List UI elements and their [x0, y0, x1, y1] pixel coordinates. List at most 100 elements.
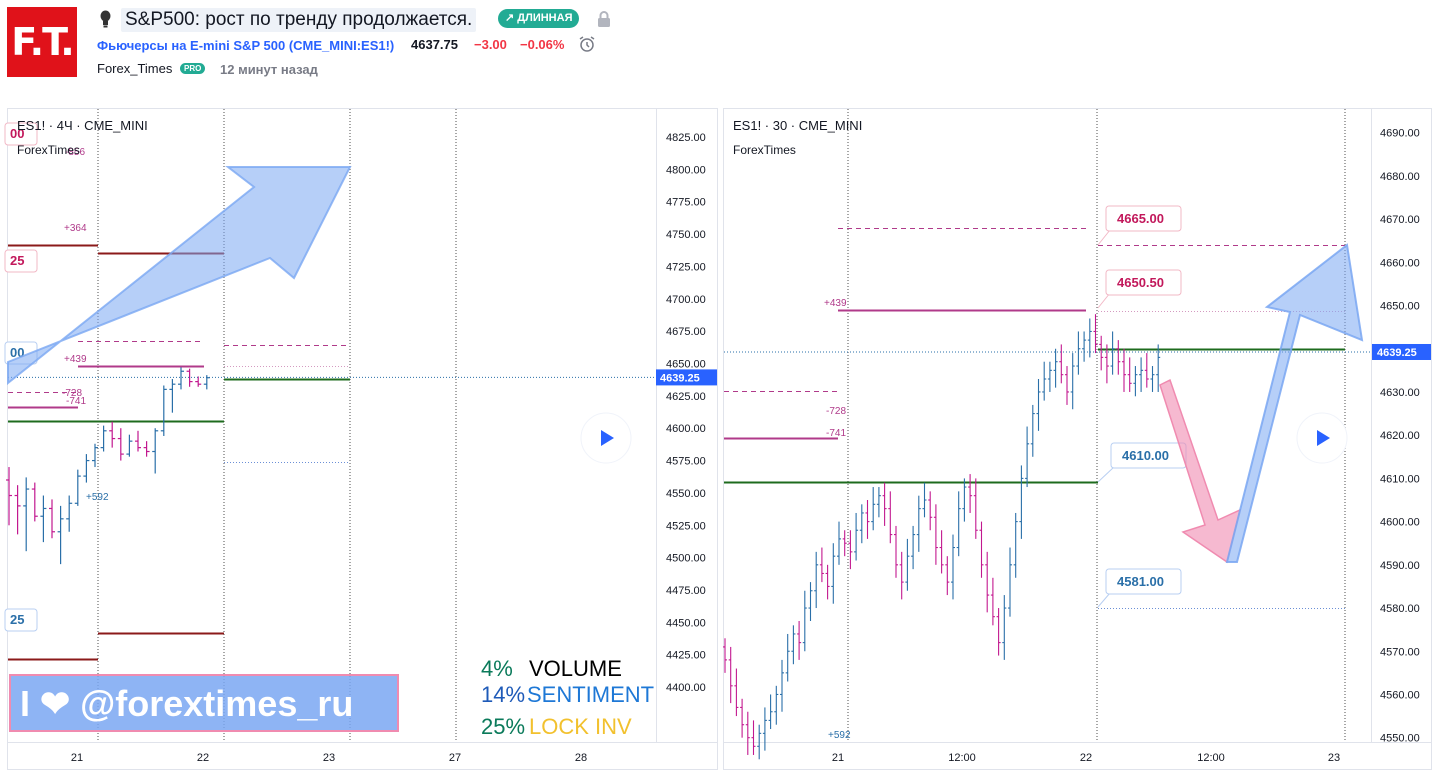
author-name[interactable]: Forex_Times [97, 61, 173, 76]
candle [186, 368, 193, 387]
candle [956, 491, 961, 557]
candle [169, 379, 176, 413]
candle [797, 621, 802, 660]
candle [780, 659, 784, 712]
candle [1030, 404, 1035, 457]
candle [916, 495, 921, 552]
level-label: -856 [65, 147, 85, 158]
price-tick-label: 4400.00 [666, 682, 706, 694]
blue-up-arrow [7, 166, 352, 386]
price-tick-label: 4650.00 [666, 358, 706, 370]
candle [1070, 353, 1075, 410]
candle [1093, 314, 1098, 354]
left-time-axis[interactable]: 21 22 23 27 28 [71, 752, 587, 764]
candle [1059, 344, 1064, 384]
replay-button[interactable] [1296, 412, 1348, 464]
stat-label: LOCK INV [529, 714, 632, 739]
candle [842, 530, 847, 557]
level-tag: 00 [10, 126, 24, 141]
right-chart-panel[interactable]: 4690.004680.004670.004660.004650.004640.… [723, 108, 1432, 770]
level-label: +592 [828, 730, 851, 741]
right-last-price-tag-bg [1372, 343, 1431, 360]
right-time-axis[interactable]: 21 12:00 22 12:00 23 [832, 752, 1340, 764]
left-chart-panel[interactable]: 4825.00 4800.00 4775.00 4750.00 4725.00 4700.… [4, 108, 718, 770]
level-label: -728 [826, 406, 846, 417]
price-tick-label: 4630.00 [1380, 387, 1420, 399]
level-tag: 25 [10, 253, 24, 268]
candle [195, 376, 202, 387]
candle [178, 367, 184, 390]
candle [825, 564, 830, 600]
candle [1008, 547, 1012, 617]
candle [1076, 331, 1081, 375]
right-last-price-tag: 4639.25 [1377, 347, 1417, 359]
candle [1036, 379, 1041, 431]
price-tick-label: 4825.00 [666, 132, 706, 144]
price-tick-label: 4575.00 [666, 456, 706, 468]
play-icon [601, 430, 614, 446]
symbol-link[interactable]: Фьючерсы на E-mini S&P 500 (CME_MINI:ES1… [97, 38, 394, 53]
time-tick-label: 21 [832, 752, 844, 764]
left-price-axis[interactable]: 4825.00 4800.00 4775.00 4750.00 4725.00 4700.… [666, 132, 706, 694]
promo-banner[interactable]: I ❤ @forextimes_ru [9, 674, 399, 732]
price-tick-label: 4590.00 [1380, 560, 1420, 572]
candle [819, 547, 824, 583]
blue-up-arrow [1225, 243, 1364, 563]
price-tick-label: 4475.00 [666, 585, 706, 597]
candle [768, 694, 773, 730]
author-logo[interactable]: F.T. [7, 7, 77, 77]
left-level-tags: 00 25 00 25 [4, 122, 38, 632]
price-change-percent: −0.06% [520, 37, 565, 52]
right-author-watermark: ForexTimes [733, 143, 796, 157]
direction-badge: ↗ ДЛИННАЯ [498, 9, 580, 28]
alarm-clock-icon[interactable] [578, 35, 596, 53]
candle [734, 668, 739, 717]
idea-header: F.T. S&P500: рост по тренду продолжается… [0, 0, 1437, 100]
candle [894, 525, 898, 578]
candle [945, 556, 950, 596]
candle [762, 707, 767, 751]
time-tick-label: 12:00 [948, 752, 976, 764]
stat-percent: 4% [481, 656, 513, 681]
price-tick-label: 4675.00 [666, 326, 706, 338]
candle [757, 724, 762, 760]
candle [57, 505, 64, 565]
right-level-labels: +439 -728 -741 +592 [824, 298, 851, 741]
candle [109, 421, 116, 448]
replay-button[interactable] [580, 412, 632, 464]
symbol-code: (CME_MINI:ES1!) [288, 38, 395, 53]
candle [92, 443, 98, 468]
candle [1150, 366, 1155, 392]
candle [1116, 340, 1121, 375]
candle [1047, 361, 1052, 392]
candle [117, 428, 124, 461]
price-tick-label: 4650.00 [1380, 301, 1420, 313]
right-candles[interactable] [723, 314, 1161, 760]
time-tick-label: 22 [1080, 752, 1092, 764]
candle [49, 499, 55, 539]
price-tick-label: 4625.00 [666, 391, 706, 403]
pink-down-arrow [1159, 378, 1242, 564]
right-price-axis[interactable]: 4690.004680.004670.004660.004650.004640.… [1380, 128, 1420, 745]
candle [66, 495, 73, 532]
price-tick-label: 4610.00 [1380, 473, 1420, 485]
candle [876, 487, 881, 518]
candle [1013, 512, 1018, 578]
price-change: −3.00 [474, 37, 507, 52]
candle [74, 469, 81, 506]
level-label: +592 [86, 492, 109, 503]
candle [911, 525, 916, 570]
candle [135, 430, 141, 452]
left-level-labels: -856 +364 +439 -728 -741 +592 [62, 147, 109, 503]
candle [1019, 465, 1024, 539]
candle [1099, 335, 1104, 371]
left-candles[interactable] [6, 367, 210, 565]
candle [1053, 348, 1058, 388]
right-levels [724, 228, 1345, 609]
candle [968, 474, 973, 513]
candle [899, 551, 904, 600]
right-panel-frame [723, 108, 1432, 770]
candle [160, 385, 167, 436]
candle [831, 543, 836, 604]
symbol-name: Фьючерсы на E-mini S&P 500 [97, 38, 286, 53]
